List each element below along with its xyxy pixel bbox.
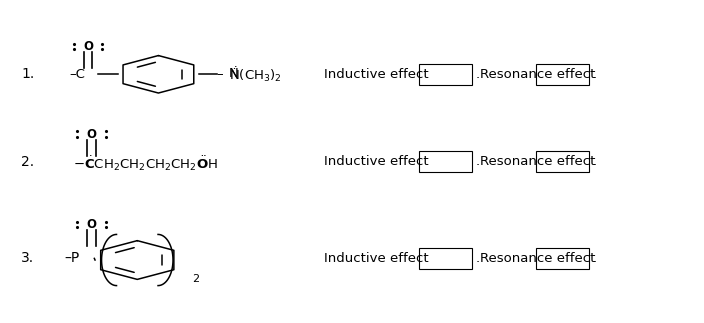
Text: Inductive effect: Inductive effect bbox=[324, 155, 429, 168]
Text: .: . bbox=[593, 155, 597, 168]
Text: .: . bbox=[593, 252, 597, 265]
Text: –: – bbox=[217, 68, 223, 81]
Text: .: . bbox=[593, 68, 597, 81]
Text: Resonance effect: Resonance effect bbox=[480, 68, 596, 81]
Text: –P: –P bbox=[65, 251, 80, 266]
Text: O: O bbox=[87, 128, 96, 141]
Text: Ṅ: Ṅ bbox=[229, 67, 239, 80]
Bar bbox=[419, 248, 472, 269]
Bar bbox=[536, 151, 589, 172]
Text: 2.: 2. bbox=[21, 154, 34, 169]
Bar bbox=[419, 64, 472, 85]
Bar bbox=[536, 64, 589, 85]
Text: $\mathdefault{\dot{N}}$(CH$_3$)$_2$: $\mathdefault{\dot{N}}$(CH$_3$)$_2$ bbox=[229, 65, 282, 84]
Text: 1.: 1. bbox=[21, 67, 34, 81]
Text: 3.: 3. bbox=[21, 251, 34, 266]
Text: $-\dot{\mathbf{C}}$CH$_2$CH$_2$CH$_2$CH$_2\ddot{\mathbf{O}}$H: $-\dot{\mathbf{C}}$CH$_2$CH$_2$CH$_2$CH$… bbox=[73, 155, 218, 173]
Text: Inductive effect: Inductive effect bbox=[324, 68, 429, 81]
Bar bbox=[419, 151, 472, 172]
Text: 2: 2 bbox=[192, 275, 199, 284]
Text: –C: –C bbox=[70, 68, 86, 81]
Text: Resonance effect: Resonance effect bbox=[480, 252, 596, 265]
Text: Resonance effect: Resonance effect bbox=[480, 155, 596, 168]
Text: O: O bbox=[87, 218, 96, 231]
Text: .: . bbox=[475, 252, 479, 265]
Text: .: . bbox=[475, 155, 479, 168]
Text: .: . bbox=[475, 68, 479, 81]
Text: Inductive effect: Inductive effect bbox=[324, 252, 429, 265]
Text: O: O bbox=[83, 40, 93, 53]
Bar bbox=[536, 248, 589, 269]
